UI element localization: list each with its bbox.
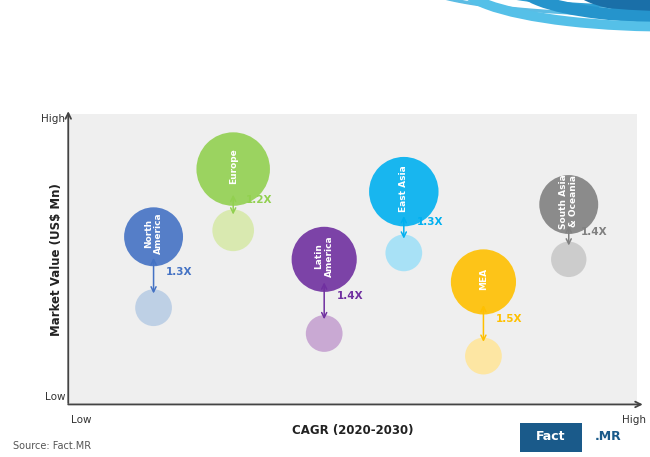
Text: South Asia
& Oceania: South Asia & Oceania (559, 174, 578, 228)
Point (398, 188, 409, 195)
Text: 1.3X: 1.3X (166, 267, 192, 277)
Text: High: High (621, 414, 645, 425)
Point (319, 256, 330, 263)
Point (564, 201, 574, 208)
Text: Latin
America: Latin America (315, 235, 334, 277)
Point (148, 233, 159, 240)
Text: MEA: MEA (479, 268, 488, 290)
Text: 1.5X: 1.5X (496, 314, 523, 324)
Point (564, 256, 574, 263)
X-axis label: CAGR (2020-2030): CAGR (2020-2030) (292, 424, 413, 437)
Point (478, 352, 489, 360)
Text: Global Pallet Jack Market: Global Pallet Jack Market (14, 16, 268, 34)
Text: North
America: North America (144, 213, 163, 255)
Text: Low: Low (45, 392, 66, 402)
Text: 1.4X: 1.4X (581, 227, 608, 237)
Point (148, 304, 159, 311)
Point (478, 278, 489, 286)
Text: Source: Fact.MR: Source: Fact.MR (13, 441, 91, 451)
Point (228, 227, 239, 234)
Text: Fact: Fact (536, 430, 565, 443)
Text: Europe: Europe (229, 148, 238, 184)
Y-axis label: Market Value (US$ Mn): Market Value (US$ Mn) (49, 183, 62, 336)
Text: Regional Incremental Opportunity Analysis: Regional Incremental Opportunity Analysi… (14, 59, 328, 74)
FancyBboxPatch shape (519, 423, 582, 452)
Text: Low: Low (71, 414, 92, 425)
Text: 1.3X: 1.3X (416, 217, 443, 227)
Text: 1.4X: 1.4X (337, 292, 363, 302)
Point (228, 165, 239, 173)
Text: .MR: .MR (594, 430, 621, 443)
Point (319, 330, 330, 337)
Text: High: High (42, 114, 66, 124)
Point (398, 249, 409, 256)
Text: 1.2X: 1.2X (246, 195, 272, 205)
Text: East Asia: East Asia (399, 165, 408, 212)
